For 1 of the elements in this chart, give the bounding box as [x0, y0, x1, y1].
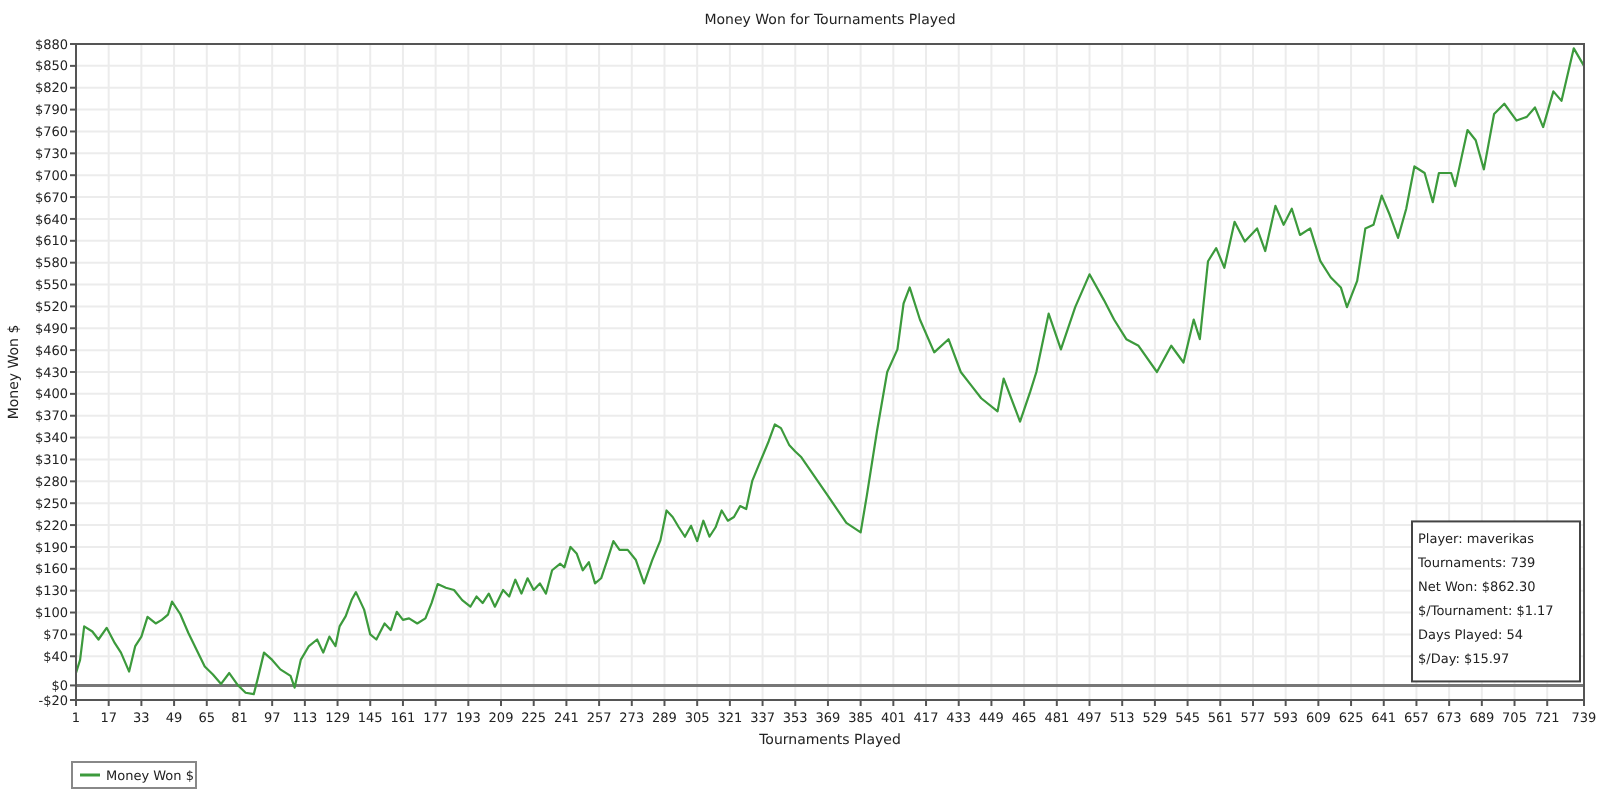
line-series: [74, 47, 1586, 696]
